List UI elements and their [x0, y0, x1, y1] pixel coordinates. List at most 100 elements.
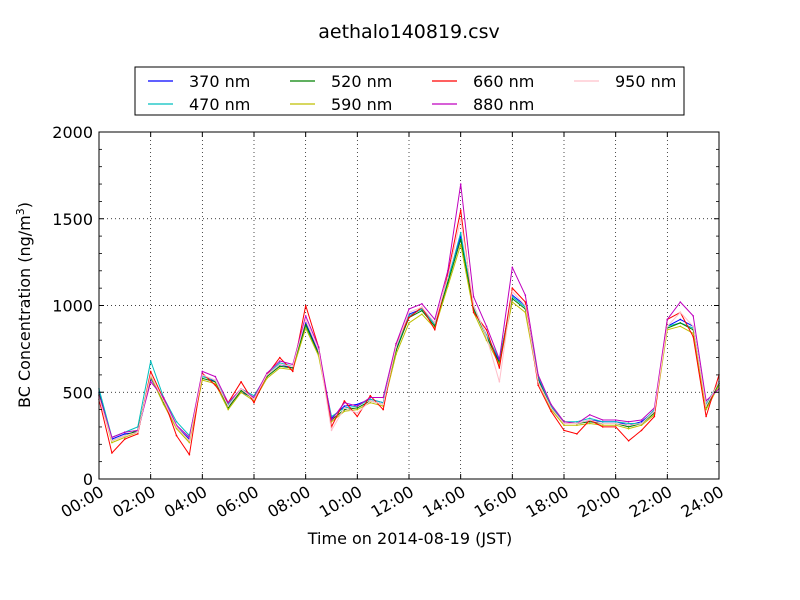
data-point-4	[343, 400, 346, 402]
y-axis-label-base: BC Concentration (ng/m	[15, 215, 34, 408]
data-point-5	[602, 419, 604, 421]
data-point-1	[589, 417, 591, 420]
data-point-4	[485, 329, 488, 331]
data-point-1	[369, 398, 372, 401]
data-point-2	[679, 322, 682, 324]
data-point-6	[511, 290, 514, 293]
data-point-6	[304, 318, 307, 321]
data-point-0	[356, 403, 359, 406]
data-point-5	[266, 372, 268, 375]
series-lines	[98, 183, 720, 456]
legend-label-6: 950 nm	[615, 72, 676, 91]
data-point-1	[576, 420, 578, 423]
data-point-6	[201, 374, 204, 376]
data-point-5	[563, 420, 565, 423]
grid	[99, 132, 719, 479]
data-point-4	[627, 440, 630, 442]
data-point-5	[304, 315, 307, 317]
data-point-4	[356, 415, 359, 418]
data-point-6	[550, 407, 552, 409]
data-point-6	[343, 407, 346, 409]
data-point-0	[343, 405, 346, 407]
data-point-1	[627, 422, 630, 425]
legend: 370 nm 470 nm 520 nm 590 nm 660 nm 880 nm 950 …	[134, 66, 685, 116]
data-point-4	[434, 329, 436, 331]
data-point-4	[292, 370, 294, 373]
data-point-5	[214, 375, 217, 378]
data-point-6	[692, 325, 694, 328]
data-point-5	[343, 401, 346, 404]
data-point-5	[279, 360, 281, 362]
data-point-1	[175, 420, 178, 423]
data-point-2	[589, 420, 591, 423]
x-axis-label: Time on 2014-08-19 (JST)	[307, 529, 512, 548]
data-point-6	[485, 335, 488, 338]
data-point-5	[614, 419, 617, 421]
data-point-6	[149, 374, 152, 376]
data-point-4	[692, 335, 694, 338]
data-point-4	[640, 429, 643, 432]
data-point-6	[666, 325, 669, 328]
data-point-3	[511, 301, 514, 303]
data-point-2	[421, 309, 423, 312]
data-point-6	[227, 405, 229, 407]
data-point-5	[498, 358, 501, 361]
y-axis-label: BC Concentration (ng/m3)	[14, 202, 35, 408]
data-point-3	[421, 313, 423, 316]
data-point-4	[369, 394, 372, 397]
data-point-6	[589, 419, 591, 421]
data-point-5	[369, 396, 372, 399]
data-point-1	[614, 420, 617, 423]
data-point-4	[459, 209, 462, 211]
data-point-4	[705, 415, 707, 418]
legend-label-5: 880 nm	[473, 95, 534, 114]
data-point-3	[304, 327, 307, 329]
data-point-1	[149, 360, 152, 362]
data-point-4	[214, 384, 217, 387]
data-point-6	[653, 410, 656, 413]
data-point-6	[369, 400, 372, 402]
data-point-4	[279, 356, 281, 359]
data-point-3	[640, 424, 643, 427]
data-point-6	[498, 381, 501, 383]
data-point-6	[705, 405, 707, 407]
data-point-4	[137, 433, 139, 435]
data-point-1	[279, 362, 281, 364]
legend-frame	[134, 66, 685, 116]
data-point-1	[602, 420, 604, 423]
data-point-6	[524, 304, 527, 307]
legend-label-2: 520 nm	[331, 72, 392, 91]
data-point-4	[124, 438, 126, 440]
data-point-3	[240, 391, 242, 394]
y-axis-label-close: )	[15, 202, 34, 208]
axis-ticks	[98, 131, 720, 480]
data-point-3	[563, 424, 565, 427]
data-point-3	[343, 410, 346, 413]
data-point-6	[408, 311, 410, 314]
data-point-3	[214, 382, 217, 385]
data-point-5	[330, 419, 333, 421]
legend-label-0: 370 nm	[189, 72, 250, 91]
data-point-4	[550, 410, 552, 413]
data-point-6	[679, 311, 682, 314]
data-point-6	[614, 422, 617, 425]
data-point-6	[188, 440, 191, 442]
data-point-3	[576, 424, 578, 427]
data-point-3	[408, 322, 410, 324]
data-point-6	[292, 365, 294, 368]
data-point-3	[589, 422, 591, 425]
data-point-5	[550, 403, 552, 406]
data-point-5	[395, 342, 397, 345]
data-point-3	[524, 311, 527, 314]
legend-label-1: 470 nm	[189, 95, 250, 114]
data-point-4	[511, 287, 514, 289]
data-point-5	[679, 301, 682, 303]
data-point-2	[511, 297, 514, 300]
legend-label-3: 590 nm	[331, 95, 392, 114]
data-point-6	[124, 434, 126, 437]
data-point-6	[253, 398, 255, 401]
data-point-2	[304, 323, 307, 326]
data-point-6	[111, 440, 113, 442]
data-point-5	[537, 374, 539, 376]
